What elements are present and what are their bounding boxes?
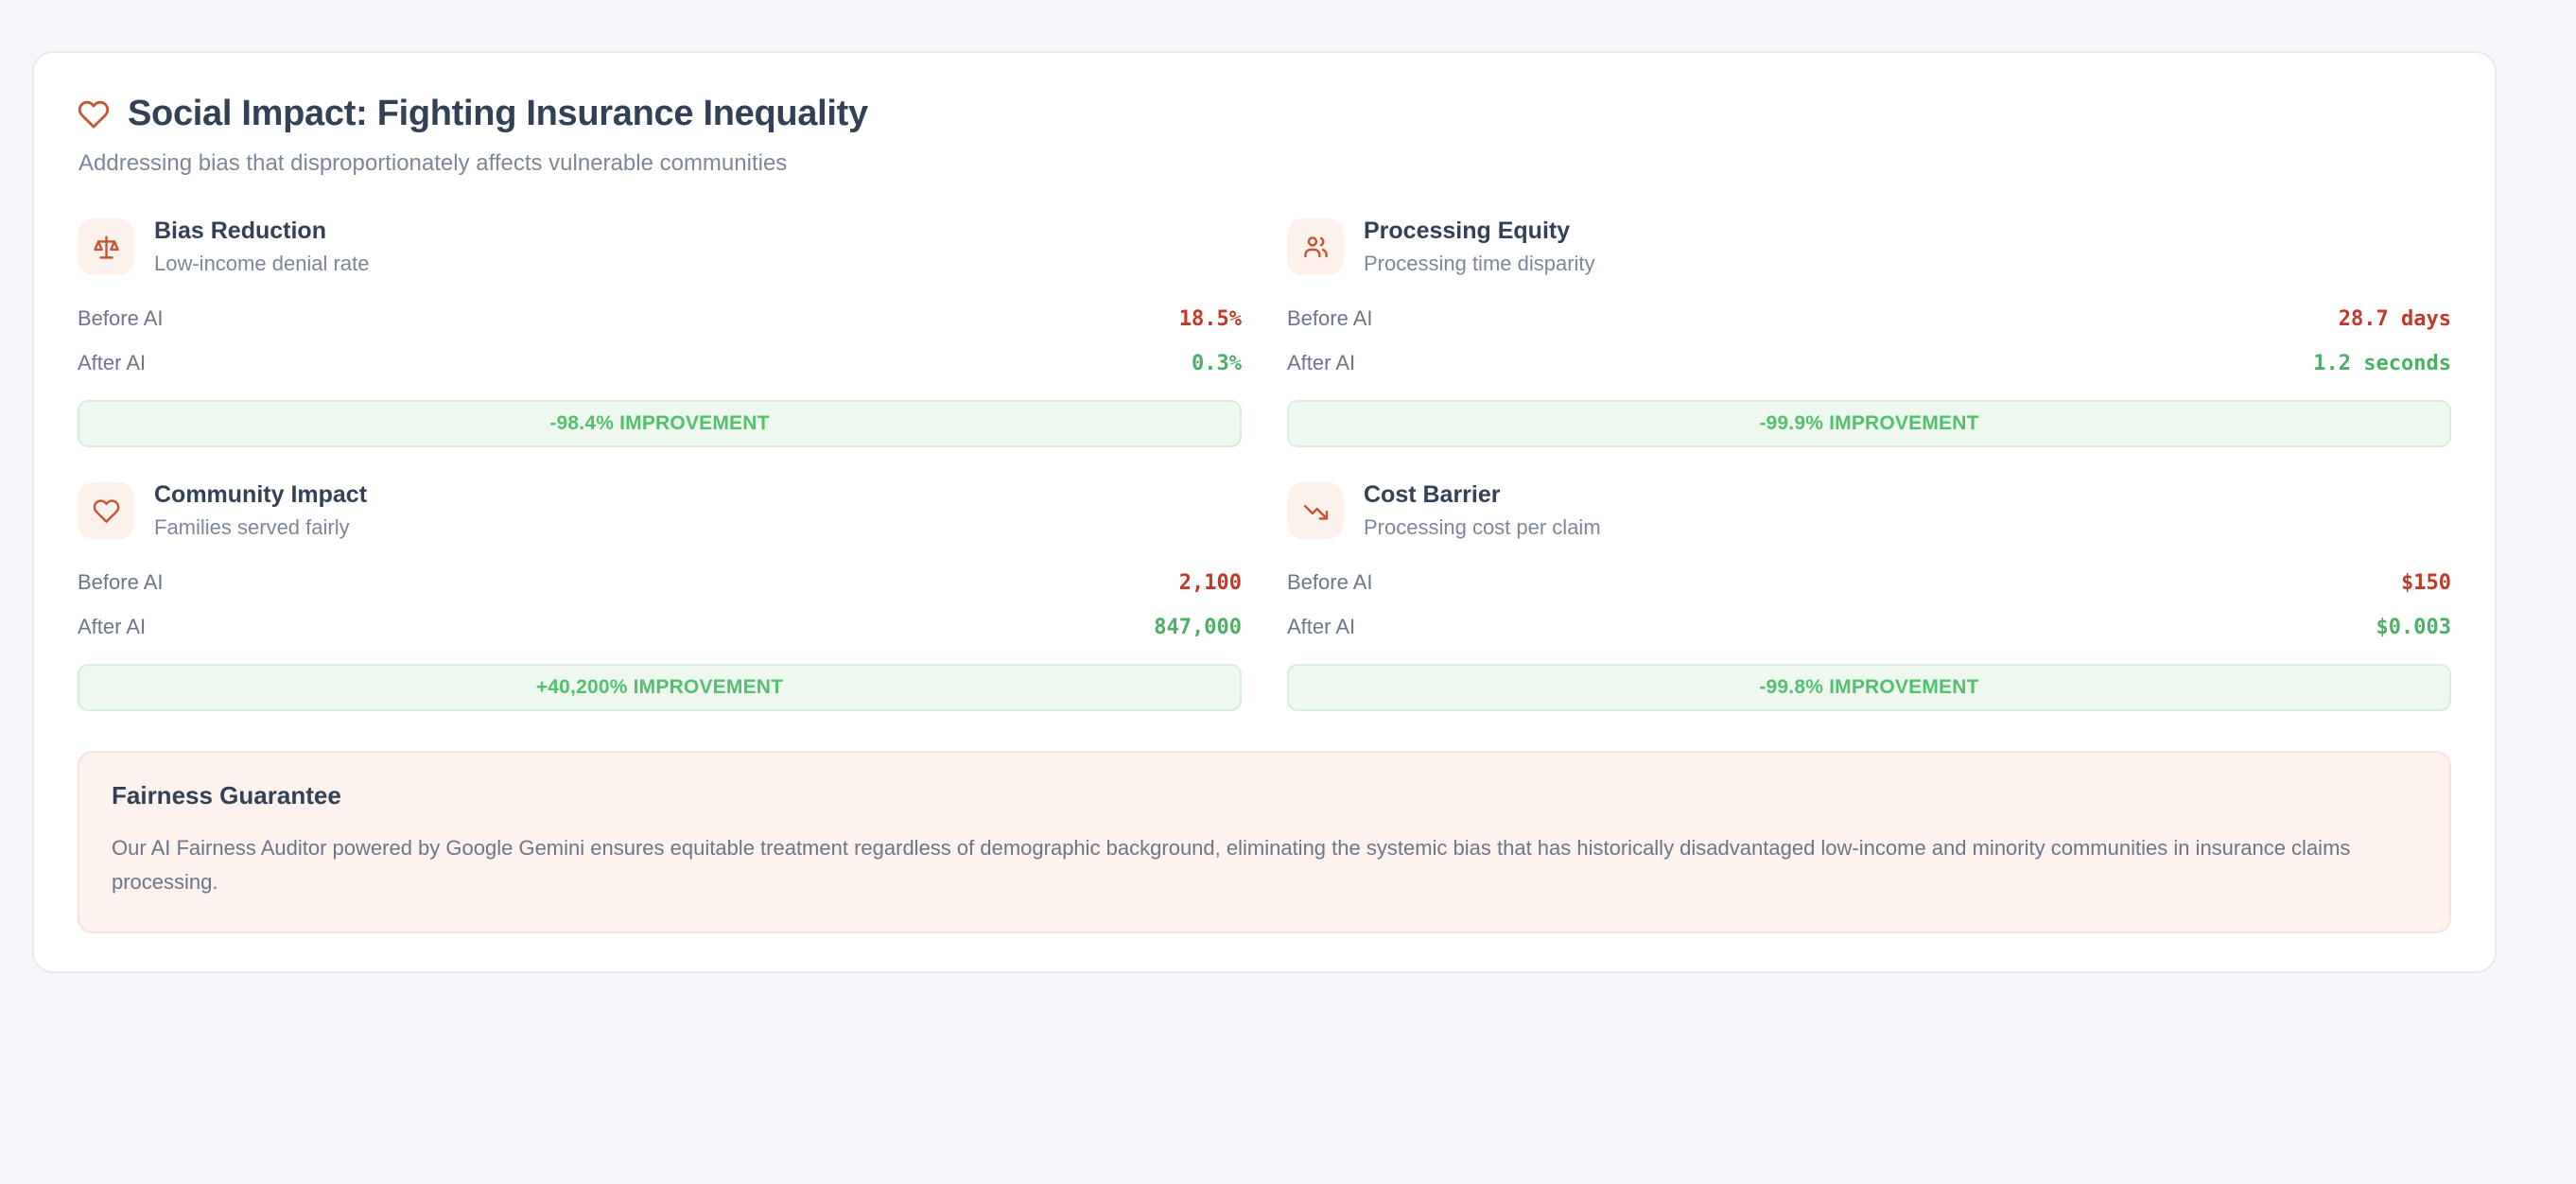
heart-icon [78, 98, 110, 131]
panel-header: Social Impact: Fighting Insurance Inequa… [78, 94, 2451, 178]
row-label: After AI [1287, 351, 1356, 375]
trending-down-icon [1287, 482, 1344, 540]
improvement-badge: -99.9% IMPROVEMENT [1287, 400, 2451, 448]
metric-row-before: Before AI $150 [1287, 565, 2451, 601]
metric-row-after: After AI 1.2 seconds [1287, 345, 2451, 381]
row-value-after: 1.2 seconds [2313, 352, 2451, 376]
metric-row-before: Before AI 2,100 [78, 565, 1242, 601]
metric-values: Before AI 2,100 After AI 847,000 [78, 565, 1242, 645]
social-impact-panel: Social Impact: Fighting Insurance Inequa… [32, 51, 2497, 973]
title-row: Social Impact: Fighting Insurance Inequa… [78, 94, 2451, 134]
fairness-body: Our AI Fairness Auditor powered by Googl… [112, 836, 2351, 894]
scales-icon [78, 218, 134, 276]
page-subtitle: Addressing bias that disproportionately … [78, 149, 788, 176]
improvement-badge: -99.8% IMPROVEMENT [1287, 664, 2451, 712]
page-title: Social Impact: Fighting Insurance Inequa… [128, 94, 868, 133]
metric-header: Community Impact Families served fairly [78, 481, 1242, 540]
fairness-title: Fairness Guarantee [112, 781, 341, 810]
row-value-before: 28.7 days [2338, 307, 2451, 332]
users-icon [1287, 218, 1344, 276]
metric-card-community-impact: Community Impact Families served fairly … [78, 478, 1242, 712]
metric-description: Families served fairly [154, 514, 350, 539]
metric-row-after: After AI $0.003 [1287, 609, 2451, 645]
row-label: Before AI [1287, 570, 1373, 595]
improvement-badge: -98.4% IMPROVEMENT [78, 400, 1242, 448]
metric-card-cost-barrier: Cost Barrier Processing cost per claim B… [1287, 478, 2451, 712]
row-label: After AI [78, 351, 147, 375]
row-value-after: 847,000 [1154, 616, 1242, 640]
metric-description: Processing time disparity [1364, 251, 1595, 275]
metric-title: Cost Barrier [1364, 481, 1501, 509]
metric-card-processing-equity: Processing Equity Processing time dispar… [1287, 214, 2451, 448]
row-label: Before AI [78, 570, 164, 595]
metric-values: Before AI 28.7 days After AI 1.2 seconds [1287, 301, 2451, 381]
metric-title: Bias Reduction [154, 217, 326, 244]
metric-description: Low-income denial rate [154, 251, 370, 275]
row-value-before: 2,100 [1178, 571, 1242, 596]
heart-icon [78, 482, 134, 540]
metric-values: Before AI $150 After AI $0.003 [1287, 565, 2451, 645]
row-value-after: $0.003 [2376, 616, 2451, 640]
metric-header: Processing Equity Processing time dispar… [1287, 218, 2451, 276]
metric-description: Processing cost per claim [1364, 514, 1601, 539]
metric-grid: Bias Reduction Low-income denial rate Be… [78, 214, 2451, 712]
metric-row-after: After AI 0.3% [78, 345, 1242, 381]
improvement-badge: +40,200% IMPROVEMENT [78, 664, 1242, 712]
metric-header: Bias Reduction Low-income denial rate [78, 218, 1242, 276]
metric-row-before: Before AI 18.5% [78, 301, 1242, 337]
row-value-after: 0.3% [1192, 352, 1242, 376]
row-label: Before AI [1287, 306, 1373, 331]
metric-title: Processing Equity [1364, 217, 1571, 244]
row-label: After AI [78, 615, 147, 639]
metric-row-before: Before AI 28.7 days [1287, 301, 2451, 337]
fairness-guarantee-panel: Fairness Guarantee Our AI Fairness Audit… [78, 751, 2451, 933]
metric-title: Community Impact [154, 481, 368, 509]
metric-card-bias-reduction: Bias Reduction Low-income denial rate Be… [78, 214, 1242, 448]
row-label: Before AI [78, 306, 164, 331]
metric-values: Before AI 18.5% After AI 0.3% [78, 301, 1242, 381]
metric-row-after: After AI 847,000 [78, 609, 1242, 645]
metric-header: Cost Barrier Processing cost per claim [1287, 481, 2451, 540]
row-value-before: 18.5% [1178, 307, 1242, 332]
row-label: After AI [1287, 615, 1356, 639]
row-value-before: $150 [2401, 571, 2451, 596]
